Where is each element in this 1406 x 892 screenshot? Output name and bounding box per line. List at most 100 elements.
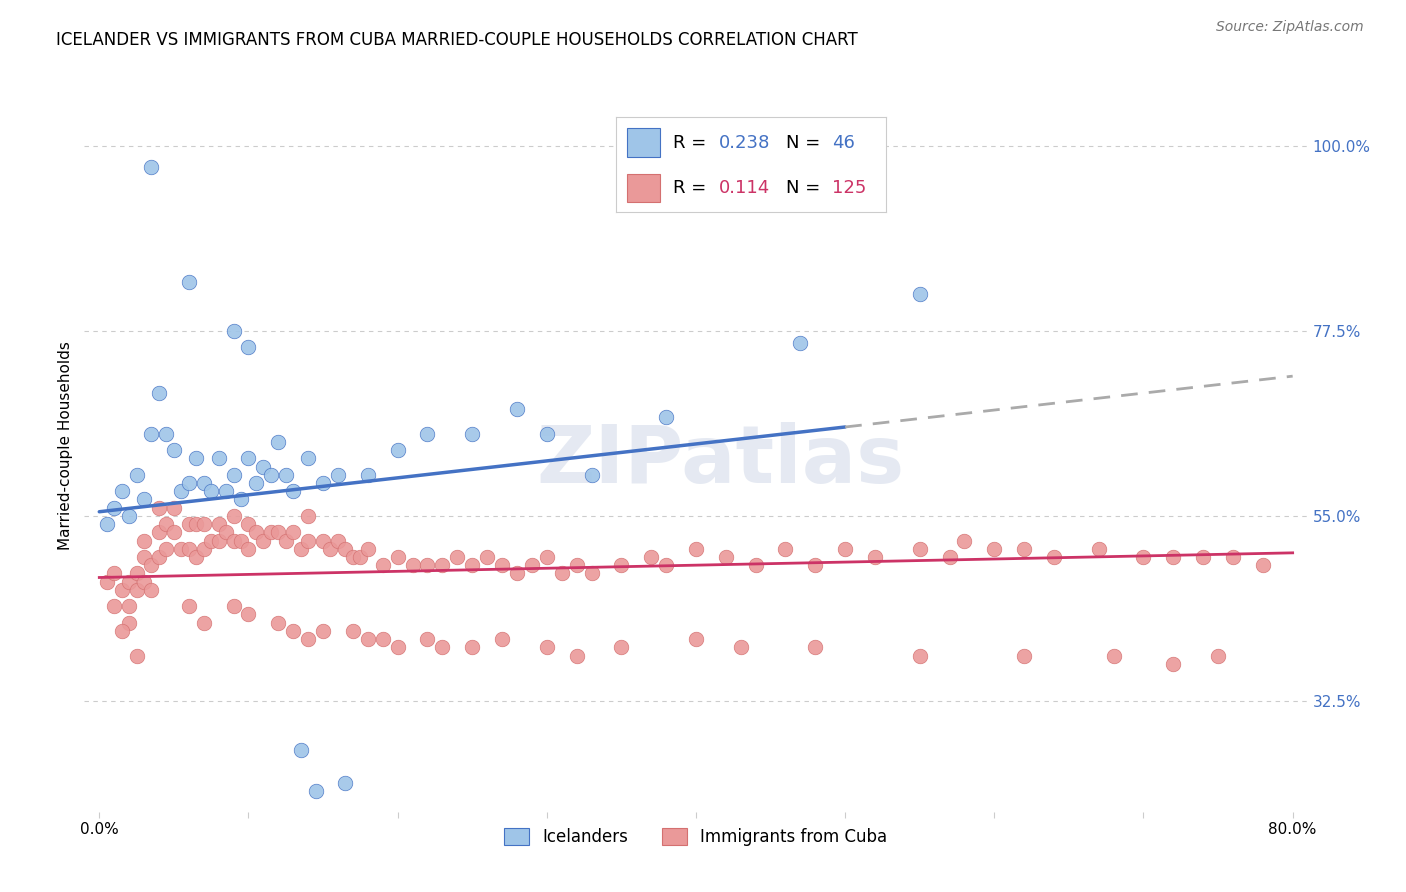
Point: [163, 443, 186, 458]
Point: [432, 558, 454, 573]
Point: [1163, 549, 1185, 564]
Point: [103, 500, 125, 515]
Point: [357, 541, 380, 556]
Point: [655, 558, 678, 573]
Point: [506, 566, 529, 581]
Point: [118, 574, 141, 589]
Point: [491, 632, 513, 647]
Point: [103, 566, 125, 581]
Point: [222, 533, 245, 548]
Point: [1251, 558, 1274, 573]
Point: [326, 467, 349, 482]
Point: [1012, 541, 1035, 556]
Point: [610, 640, 633, 655]
Point: [252, 533, 274, 548]
Point: [401, 558, 423, 573]
Point: [335, 541, 357, 556]
Point: [1012, 648, 1035, 663]
Point: [125, 566, 148, 581]
Point: [222, 324, 245, 338]
Point: [132, 574, 155, 589]
Point: [357, 467, 380, 482]
Point: [111, 624, 134, 638]
Point: [200, 533, 222, 548]
Y-axis label: Married-couple Households: Married-couple Households: [58, 342, 73, 550]
Point: [834, 541, 856, 556]
Point: [155, 517, 177, 532]
Point: [283, 525, 305, 540]
Point: [640, 549, 662, 564]
Point: [1192, 549, 1215, 564]
Point: [148, 500, 170, 515]
Point: [1222, 549, 1244, 564]
Point: [132, 492, 155, 507]
Point: [536, 426, 558, 441]
Point: [342, 549, 364, 564]
Point: [565, 648, 588, 663]
Point: [432, 640, 454, 655]
Point: [141, 582, 163, 597]
Point: [387, 443, 409, 458]
Point: [416, 632, 439, 647]
Point: [193, 541, 215, 556]
Point: [685, 541, 707, 556]
Point: [342, 624, 364, 638]
Point: [177, 541, 200, 556]
Point: [312, 624, 335, 638]
Point: [416, 558, 439, 573]
Point: [1163, 657, 1185, 671]
Text: Source: ZipAtlas.com: Source: ZipAtlas.com: [1216, 20, 1364, 34]
Point: [983, 541, 1005, 556]
Point: [685, 632, 707, 647]
Point: [103, 599, 125, 614]
Point: [1102, 648, 1125, 663]
Point: [551, 566, 574, 581]
Point: [118, 615, 141, 630]
Point: [170, 484, 193, 499]
Point: [304, 784, 326, 798]
Point: [148, 525, 170, 540]
Point: [1132, 549, 1154, 564]
Point: [118, 508, 141, 523]
Point: [312, 475, 335, 490]
Point: [148, 549, 170, 564]
Point: [155, 426, 177, 441]
Point: [297, 508, 319, 523]
Point: [446, 549, 468, 564]
Point: [215, 525, 238, 540]
Point: [148, 385, 170, 400]
Point: [125, 582, 148, 597]
Point: [581, 566, 603, 581]
Point: [475, 549, 498, 564]
Point: [283, 484, 305, 499]
Point: [177, 599, 200, 614]
Point: [461, 558, 484, 573]
Point: [536, 640, 558, 655]
Point: [229, 533, 252, 548]
Point: [335, 776, 357, 790]
Point: [207, 451, 229, 466]
Point: [908, 648, 931, 663]
Point: [319, 541, 342, 556]
Point: [908, 287, 931, 301]
Point: [260, 525, 283, 540]
Point: [96, 574, 118, 589]
Legend: Icelanders, Immigrants from Cuba: Icelanders, Immigrants from Cuba: [496, 820, 896, 855]
Point: [274, 533, 297, 548]
Point: [193, 615, 215, 630]
Point: [193, 517, 215, 532]
Point: [416, 426, 439, 441]
Point: [775, 541, 797, 556]
Point: [238, 451, 260, 466]
Point: [215, 484, 238, 499]
Point: [245, 475, 267, 490]
Point: [222, 508, 245, 523]
Point: [186, 517, 208, 532]
Point: [125, 467, 148, 482]
Point: [789, 336, 811, 351]
Point: [536, 549, 558, 564]
Point: [229, 492, 252, 507]
Text: ZIPatlas: ZIPatlas: [536, 422, 904, 500]
Point: [387, 549, 409, 564]
Point: [111, 484, 134, 499]
